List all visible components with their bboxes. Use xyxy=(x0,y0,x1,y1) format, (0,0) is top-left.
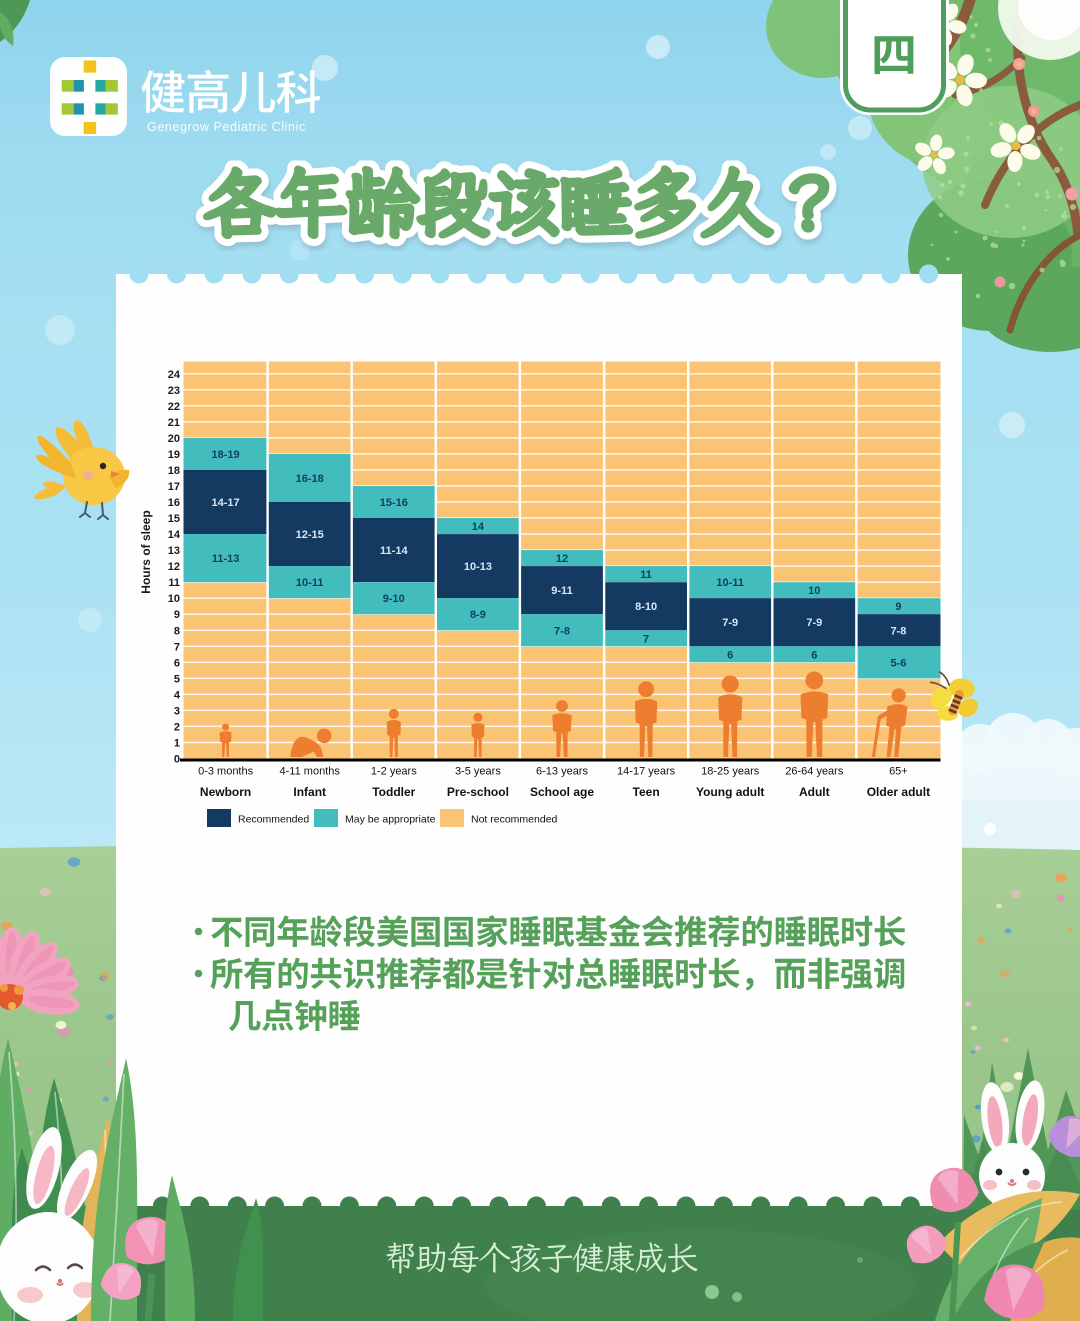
svg-text:6: 6 xyxy=(811,649,817,661)
svg-text:Pre-school: Pre-school xyxy=(447,785,509,799)
svg-text:4: 4 xyxy=(174,689,181,701)
svg-text:7: 7 xyxy=(643,633,649,645)
svg-text:26-64 years: 26-64 years xyxy=(785,766,844,778)
svg-text:11-13: 11-13 xyxy=(212,553,240,565)
svg-text:Genegrow Pediatric Clinic: Genegrow Pediatric Clinic xyxy=(147,120,306,134)
svg-text:Toddler: Toddler xyxy=(372,785,415,799)
svg-text:16-18: 16-18 xyxy=(296,473,324,485)
svg-text:5-6: 5-6 xyxy=(890,657,906,669)
svg-text:15: 15 xyxy=(168,513,180,525)
svg-text:5: 5 xyxy=(174,673,180,685)
svg-text:Adult: Adult xyxy=(799,785,830,799)
svg-text:3-5 years: 3-5 years xyxy=(455,766,501,778)
svg-text:Young adult: Young adult xyxy=(696,785,764,799)
svg-text:4-11 months: 4-11 months xyxy=(280,766,341,778)
svg-text:65+: 65+ xyxy=(889,766,908,778)
svg-text:9-11: 9-11 xyxy=(551,585,572,597)
svg-text:Teen: Teen xyxy=(633,785,660,799)
svg-text:18-25 years: 18-25 years xyxy=(701,766,760,778)
svg-text:Newborn: Newborn xyxy=(200,785,251,799)
svg-text:10-11: 10-11 xyxy=(296,577,324,589)
svg-text:15-16: 15-16 xyxy=(380,497,408,509)
svg-text:20: 20 xyxy=(168,433,180,445)
svg-text:10: 10 xyxy=(808,585,820,597)
svg-text:7-9: 7-9 xyxy=(722,617,738,629)
svg-text:6: 6 xyxy=(727,649,733,661)
svg-text:9-10: 9-10 xyxy=(383,593,405,605)
svg-text:12: 12 xyxy=(168,561,180,573)
svg-text:7-8: 7-8 xyxy=(554,625,570,637)
svg-text:Not recommended: Not recommended xyxy=(471,814,558,826)
svg-text:2: 2 xyxy=(174,721,180,733)
svg-text:9: 9 xyxy=(895,601,901,613)
svg-text:24: 24 xyxy=(168,369,181,381)
svg-text:9: 9 xyxy=(174,609,180,621)
svg-text:6-13 years: 6-13 years xyxy=(536,766,588,778)
svg-text:16: 16 xyxy=(168,497,180,509)
svg-text:11: 11 xyxy=(168,577,180,589)
svg-text:Infant: Infant xyxy=(293,785,326,799)
svg-text:0-3 months: 0-3 months xyxy=(198,766,254,778)
svg-text:13: 13 xyxy=(168,545,180,557)
svg-text:18: 18 xyxy=(168,465,180,477)
svg-text:14-17: 14-17 xyxy=(212,497,240,509)
svg-text:7: 7 xyxy=(174,641,180,653)
svg-text:7-9: 7-9 xyxy=(806,617,822,629)
svg-text:23: 23 xyxy=(168,385,180,397)
svg-text:17: 17 xyxy=(168,481,180,493)
svg-text:11: 11 xyxy=(640,569,652,581)
svg-text:1: 1 xyxy=(174,738,180,750)
svg-text:8-10: 8-10 xyxy=(635,601,657,613)
svg-text:Hours of sleep: Hours of sleep xyxy=(139,510,153,593)
svg-text:8: 8 xyxy=(174,625,180,637)
svg-text:10-13: 10-13 xyxy=(464,561,492,573)
svg-text:8-9: 8-9 xyxy=(470,609,486,621)
svg-text:1-2 years: 1-2 years xyxy=(371,766,417,778)
svg-text:0: 0 xyxy=(174,754,180,766)
svg-text:7-8: 7-8 xyxy=(890,625,906,637)
svg-text:3: 3 xyxy=(174,705,180,717)
svg-text:12-15: 12-15 xyxy=(296,529,324,541)
svg-text:21: 21 xyxy=(168,417,180,429)
svg-text:22: 22 xyxy=(168,401,180,413)
svg-text:11-14: 11-14 xyxy=(380,545,408,557)
svg-text:12: 12 xyxy=(556,553,568,565)
svg-text:18-19: 18-19 xyxy=(212,449,240,461)
svg-text:14-17 years: 14-17 years xyxy=(617,766,676,778)
svg-text:May be appropriate: May be appropriate xyxy=(345,814,436,826)
svg-text:School age: School age xyxy=(530,785,594,799)
svg-text:Recommended: Recommended xyxy=(238,814,309,826)
svg-text:6: 6 xyxy=(174,657,180,669)
svg-text:Older adult: Older adult xyxy=(867,785,930,799)
svg-text:19: 19 xyxy=(168,449,180,461)
svg-text:14: 14 xyxy=(472,521,485,533)
svg-text:10-11: 10-11 xyxy=(716,577,744,589)
svg-text:14: 14 xyxy=(168,529,181,541)
svg-text:10: 10 xyxy=(168,593,180,605)
